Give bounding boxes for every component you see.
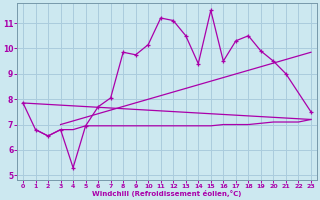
X-axis label: Windchill (Refroidissement éolien,°C): Windchill (Refroidissement éolien,°C) xyxy=(92,190,242,197)
